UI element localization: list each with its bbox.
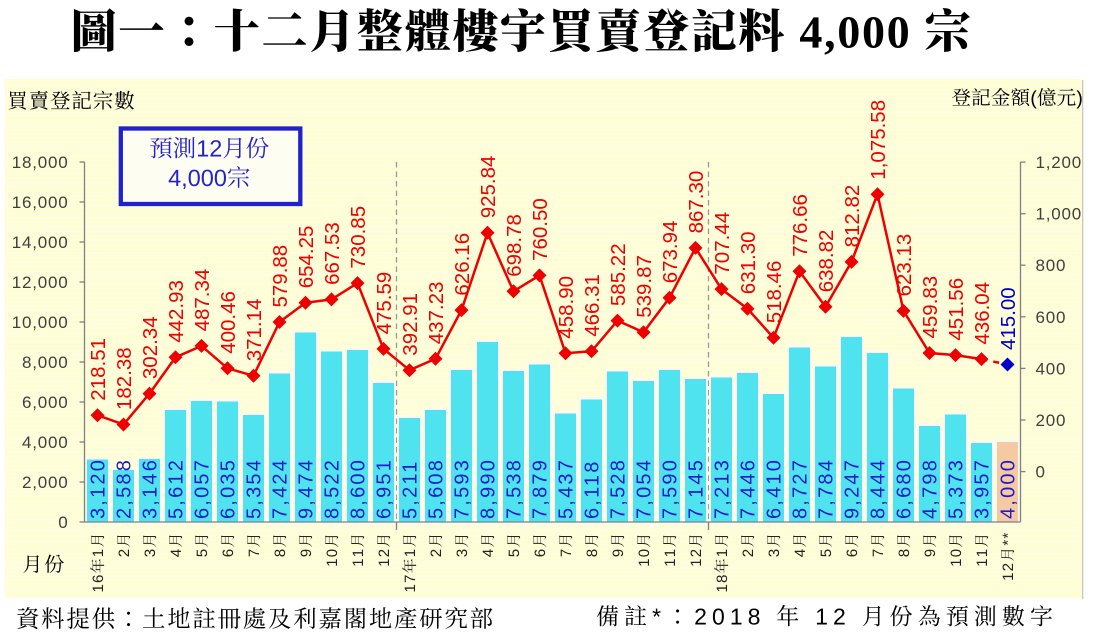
svg-text:7,424: 7,424 bbox=[270, 458, 292, 519]
svg-text:6,951: 6,951 bbox=[374, 458, 396, 519]
svg-text:392.91: 392.91 bbox=[399, 293, 422, 356]
svg-text:487.34: 487.34 bbox=[191, 269, 214, 332]
svg-text:10,000: 10,000 bbox=[12, 313, 69, 332]
svg-text:458.90: 458.90 bbox=[555, 276, 578, 339]
svg-text:8,000: 8,000 bbox=[22, 353, 69, 372]
svg-text:7,593: 7,593 bbox=[452, 458, 474, 519]
svg-text:518.46: 518.46 bbox=[763, 261, 786, 324]
svg-text:12,000: 12,000 bbox=[12, 273, 69, 292]
svg-text:2,588: 2,588 bbox=[114, 458, 136, 519]
svg-text:5,608: 5,608 bbox=[426, 458, 448, 519]
svg-text:7,213: 7,213 bbox=[712, 458, 734, 519]
svg-text:631.30: 631.30 bbox=[737, 231, 760, 294]
svg-text:5,354: 5,354 bbox=[244, 458, 266, 519]
svg-text:600: 600 bbox=[1036, 308, 1067, 327]
svg-text:8,444: 8,444 bbox=[868, 458, 890, 519]
svg-text:8,990: 8,990 bbox=[478, 458, 500, 519]
svg-text:800: 800 bbox=[1036, 256, 1067, 275]
svg-text:302.34: 302.34 bbox=[139, 316, 162, 379]
svg-text:654.25: 654.25 bbox=[295, 226, 318, 289]
svg-text:459.83: 459.83 bbox=[919, 276, 942, 339]
svg-text:5,373: 5,373 bbox=[946, 458, 968, 519]
svg-text:436.04: 436.04 bbox=[971, 282, 994, 345]
svg-text:585.22: 585.22 bbox=[607, 243, 630, 306]
svg-text:4,000: 4,000 bbox=[998, 458, 1020, 519]
svg-text:667.53: 667.53 bbox=[321, 222, 344, 285]
svg-text:5,437: 5,437 bbox=[556, 458, 578, 519]
svg-text:437.23: 437.23 bbox=[425, 282, 448, 345]
svg-text:6,057: 6,057 bbox=[192, 458, 214, 519]
svg-text:8,600: 8,600 bbox=[348, 458, 370, 519]
svg-text:400: 400 bbox=[1036, 359, 1067, 378]
svg-text:730.85: 730.85 bbox=[347, 206, 370, 269]
svg-text:1,000: 1,000 bbox=[1036, 205, 1083, 224]
svg-text:6,118: 6,118 bbox=[582, 459, 604, 519]
svg-text:5,612: 5,612 bbox=[166, 458, 188, 519]
svg-text:442.93: 442.93 bbox=[165, 280, 188, 343]
svg-text:466.31: 466.31 bbox=[581, 274, 604, 337]
svg-text:7,145: 7,145 bbox=[686, 458, 708, 519]
svg-text:7,054: 7,054 bbox=[634, 458, 656, 519]
svg-text:7,784: 7,784 bbox=[816, 458, 838, 519]
svg-text:200: 200 bbox=[1036, 411, 1067, 430]
svg-text:9,247: 9,247 bbox=[842, 458, 864, 519]
svg-text:7,446: 7,446 bbox=[738, 458, 760, 519]
svg-text:0: 0 bbox=[1036, 463, 1046, 482]
svg-text:5,211: 5,211 bbox=[400, 459, 422, 519]
svg-text:0: 0 bbox=[58, 513, 68, 532]
svg-text:6,410: 6,410 bbox=[764, 458, 786, 519]
svg-text:6,000: 6,000 bbox=[22, 393, 69, 412]
svg-text:218.51: 218.51 bbox=[87, 338, 110, 401]
svg-text:2,000: 2,000 bbox=[22, 473, 69, 492]
svg-text:638.82: 638.82 bbox=[815, 230, 838, 293]
svg-text:3,957: 3,957 bbox=[972, 458, 994, 519]
svg-text:14,000: 14,000 bbox=[12, 233, 69, 252]
svg-text:3,146: 3,146 bbox=[140, 458, 162, 519]
svg-text:8,727: 8,727 bbox=[790, 458, 812, 519]
svg-text:8,522: 8,522 bbox=[322, 458, 344, 519]
svg-text:579.88: 579.88 bbox=[269, 245, 292, 308]
svg-text:7,528: 7,528 bbox=[608, 458, 630, 519]
svg-text:415.00: 415.00 bbox=[997, 287, 1020, 350]
svg-text:6,035: 6,035 bbox=[218, 458, 240, 519]
svg-text:925.84: 925.84 bbox=[477, 156, 500, 219]
svg-text:182.38: 182.38 bbox=[113, 347, 136, 410]
svg-text:776.66: 776.66 bbox=[789, 194, 812, 257]
svg-text:623.13: 623.13 bbox=[893, 234, 916, 297]
svg-text:1,200: 1,200 bbox=[1036, 153, 1083, 172]
svg-text:4,000: 4,000 bbox=[22, 433, 69, 452]
svg-text:9,474: 9,474 bbox=[296, 458, 318, 519]
svg-text:707.44: 707.44 bbox=[711, 212, 734, 275]
svg-text:812.82: 812.82 bbox=[841, 185, 864, 248]
svg-text:16,000: 16,000 bbox=[12, 193, 69, 212]
svg-text:867.30: 867.30 bbox=[685, 171, 708, 234]
svg-text:3,120: 3,120 bbox=[88, 458, 110, 519]
svg-text:6,680: 6,680 bbox=[894, 458, 916, 519]
svg-text:4,798: 4,798 bbox=[920, 458, 942, 519]
svg-text:18,000: 18,000 bbox=[12, 153, 69, 172]
svg-text:371.14: 371.14 bbox=[243, 299, 266, 362]
svg-text:451.56: 451.56 bbox=[945, 278, 968, 341]
svg-text:698.78: 698.78 bbox=[503, 214, 526, 277]
svg-text:1,075.58: 1,075.58 bbox=[867, 100, 890, 180]
svg-text:760.50: 760.50 bbox=[529, 198, 552, 261]
svg-text:7,590: 7,590 bbox=[660, 458, 682, 519]
svg-text:400.46: 400.46 bbox=[217, 291, 240, 354]
svg-text:475.59: 475.59 bbox=[373, 272, 396, 335]
svg-text:673.94: 673.94 bbox=[659, 221, 682, 284]
svg-text:626.16: 626.16 bbox=[451, 233, 474, 296]
svg-text:7,538: 7,538 bbox=[504, 458, 526, 519]
svg-text:539.87: 539.87 bbox=[633, 255, 656, 318]
svg-text:7,879: 7,879 bbox=[530, 458, 552, 519]
